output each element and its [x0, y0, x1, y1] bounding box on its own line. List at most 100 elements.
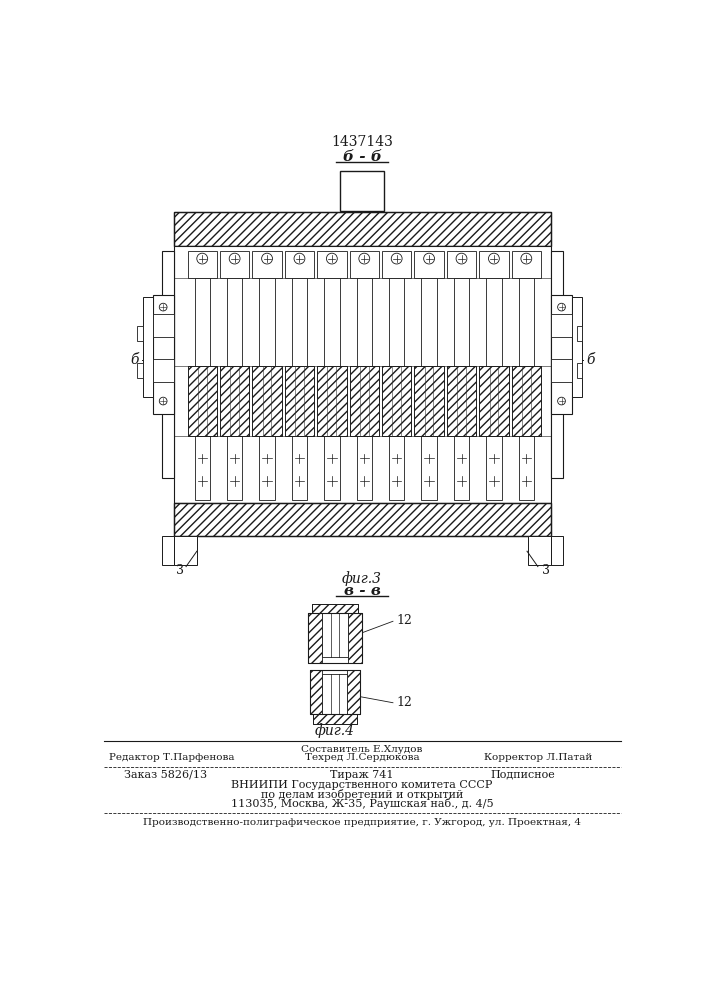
Bar: [220, 251, 250, 278]
Text: фиг.4: фиг.4: [315, 723, 355, 738]
Circle shape: [558, 397, 566, 405]
Bar: [322, 613, 348, 657]
Circle shape: [159, 397, 167, 405]
Bar: [137, 326, 143, 341]
Bar: [414, 366, 444, 436]
Bar: [220, 366, 250, 436]
Bar: [308, 613, 322, 663]
Text: Подписное: Подписное: [490, 770, 555, 780]
Text: Корректор Л.Патай: Корректор Л.Патай: [484, 753, 592, 762]
Bar: [137, 363, 143, 378]
Text: фиг.3: фиг.3: [342, 571, 382, 586]
Bar: [252, 366, 281, 436]
Bar: [174, 212, 551, 246]
Bar: [486, 278, 502, 366]
Bar: [292, 278, 307, 366]
Bar: [174, 503, 551, 536]
Bar: [479, 251, 508, 278]
Bar: [447, 366, 476, 436]
Bar: [447, 251, 476, 278]
Circle shape: [521, 253, 532, 264]
Text: б: б: [586, 353, 595, 367]
Bar: [454, 436, 469, 500]
Bar: [324, 278, 339, 366]
Circle shape: [489, 253, 499, 264]
Bar: [313, 714, 356, 724]
Bar: [312, 604, 358, 613]
Bar: [285, 366, 314, 436]
Bar: [227, 278, 243, 366]
Bar: [551, 359, 572, 382]
Bar: [479, 366, 508, 436]
Bar: [312, 604, 358, 613]
Text: Техред Л.Сердюкова: Техред Л.Сердюкова: [305, 753, 419, 762]
Circle shape: [456, 253, 467, 264]
Bar: [551, 536, 563, 565]
Circle shape: [294, 253, 305, 264]
Text: 3: 3: [176, 564, 184, 577]
Bar: [174, 536, 197, 565]
Bar: [174, 246, 551, 503]
Bar: [308, 613, 362, 663]
Circle shape: [391, 253, 402, 264]
Text: Заказ 5826/13: Заказ 5826/13: [124, 770, 207, 780]
Circle shape: [159, 303, 167, 311]
Bar: [317, 366, 346, 436]
Circle shape: [359, 253, 370, 264]
Bar: [512, 366, 541, 436]
Bar: [285, 251, 314, 278]
Bar: [322, 674, 347, 714]
Bar: [153, 295, 174, 414]
Bar: [486, 436, 502, 500]
Bar: [313, 714, 356, 724]
Bar: [194, 278, 210, 366]
Bar: [572, 297, 582, 397]
Bar: [389, 278, 404, 366]
Text: в - в: в - в: [344, 584, 380, 598]
Bar: [382, 366, 411, 436]
Bar: [447, 366, 476, 436]
Circle shape: [197, 253, 208, 264]
Bar: [528, 536, 551, 565]
Bar: [356, 436, 372, 500]
Bar: [153, 314, 174, 337]
Text: Производственно-полиграфическое предприятие, г. Ужгород, ул. Проектная, 4: Производственно-полиграфическое предприя…: [143, 818, 581, 827]
Text: Тираж 741: Тираж 741: [330, 770, 394, 780]
Bar: [162, 536, 174, 565]
Bar: [347, 670, 360, 714]
Bar: [512, 366, 541, 436]
Bar: [421, 278, 437, 366]
Text: 12: 12: [396, 614, 412, 627]
Bar: [153, 359, 174, 382]
Bar: [350, 251, 379, 278]
Bar: [348, 613, 362, 663]
Bar: [479, 366, 508, 436]
Bar: [421, 436, 437, 500]
Text: 12: 12: [396, 696, 412, 709]
Text: по делам изобретений и открытий: по делам изобретений и открытий: [261, 789, 463, 800]
Text: 113035, Москва, Ж-35, Раушская наб., д. 4/5: 113035, Москва, Ж-35, Раушская наб., д. …: [230, 798, 493, 809]
Bar: [162, 251, 174, 478]
Text: Составитель Е.Хлудов: Составитель Е.Хлудов: [301, 745, 423, 754]
Bar: [310, 670, 322, 714]
Bar: [317, 251, 346, 278]
Text: 3: 3: [542, 564, 549, 577]
Bar: [174, 212, 551, 246]
Text: Редактор Т.Парфенова: Редактор Т.Парфенова: [110, 753, 235, 762]
Bar: [187, 366, 217, 436]
Bar: [414, 251, 444, 278]
Bar: [143, 297, 153, 397]
Bar: [414, 366, 444, 436]
Text: 1437143: 1437143: [331, 135, 393, 149]
Circle shape: [327, 253, 337, 264]
Text: б: б: [131, 353, 139, 367]
Circle shape: [423, 253, 435, 264]
Text: ВНИИПИ Государственного комитета СССР: ВНИИПИ Государственного комитета СССР: [231, 780, 493, 790]
Bar: [187, 251, 217, 278]
Bar: [551, 251, 563, 478]
Bar: [220, 366, 250, 436]
Bar: [356, 278, 372, 366]
Bar: [340, 171, 384, 211]
Bar: [454, 278, 469, 366]
Bar: [350, 366, 379, 436]
